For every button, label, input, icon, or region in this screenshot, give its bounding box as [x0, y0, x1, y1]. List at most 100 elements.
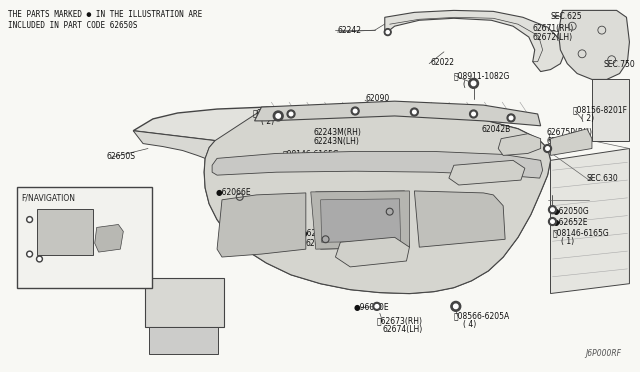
Polygon shape — [133, 107, 550, 294]
Circle shape — [287, 110, 295, 118]
Circle shape — [470, 110, 477, 118]
Circle shape — [546, 147, 549, 150]
Circle shape — [386, 31, 389, 33]
Text: ( 2): ( 2) — [291, 158, 304, 167]
Circle shape — [351, 107, 359, 115]
Polygon shape — [498, 134, 541, 155]
Text: 62674(LH): 62674(LH) — [383, 325, 423, 334]
Text: ( 1): ( 1) — [561, 237, 575, 246]
FancyBboxPatch shape — [149, 327, 218, 354]
Text: F/NAVIGATION: F/NAVIGATION — [22, 194, 76, 203]
Text: Ⓒ08146-6165G: Ⓒ08146-6165G — [253, 108, 309, 117]
Circle shape — [373, 302, 381, 310]
Text: SEC.630: SEC.630 — [586, 174, 618, 183]
Text: Ⓒ08156-8201F: Ⓒ08156-8201F — [572, 105, 627, 114]
Text: ( 2): ( 2) — [262, 117, 275, 126]
Text: 62673MA: 62673MA — [306, 239, 342, 248]
Circle shape — [454, 304, 458, 309]
Polygon shape — [414, 191, 505, 247]
Polygon shape — [449, 160, 525, 185]
Circle shape — [276, 114, 280, 118]
Polygon shape — [335, 237, 410, 267]
Text: SEC.263: SEC.263 — [146, 313, 178, 322]
Text: 62243N(LH): 62243N(LH) — [314, 137, 360, 146]
Circle shape — [550, 220, 554, 223]
Circle shape — [27, 217, 33, 222]
Polygon shape — [592, 80, 629, 141]
Polygon shape — [133, 131, 215, 158]
Polygon shape — [212, 151, 543, 178]
Text: 62242: 62242 — [337, 26, 362, 35]
Text: ●62050G: ●62050G — [552, 207, 589, 216]
Polygon shape — [550, 148, 629, 294]
Polygon shape — [385, 10, 564, 71]
Polygon shape — [559, 10, 629, 80]
Text: F/NAVIGATION: F/NAVIGATION — [22, 192, 76, 201]
Circle shape — [472, 112, 476, 116]
Polygon shape — [204, 107, 550, 294]
Circle shape — [38, 257, 41, 260]
Circle shape — [27, 251, 33, 257]
Text: 626750(LH): 626750(LH) — [547, 137, 592, 146]
Text: ●62020H: ●62020H — [301, 230, 337, 238]
Circle shape — [548, 218, 556, 225]
Text: 62671(RH): 62671(RH) — [532, 24, 574, 33]
Text: THE PARTS MARKED ● IN THE ILLUSTRATION ARE
INCLUDED IN PART CODE 62650S: THE PARTS MARKED ● IN THE ILLUSTRATION A… — [8, 10, 202, 30]
Text: ●62020H: ●62020H — [369, 204, 406, 213]
Text: 62243M(RH): 62243M(RH) — [314, 128, 362, 137]
Text: 62022: 62022 — [430, 58, 454, 67]
Polygon shape — [316, 191, 410, 249]
Text: 62650S: 62650S — [106, 153, 136, 161]
Circle shape — [413, 110, 416, 114]
Text: 62020E: 62020E — [49, 205, 78, 214]
Circle shape — [550, 208, 554, 211]
Text: ●62652E: ●62652E — [552, 218, 588, 227]
Text: SEC.625: SEC.625 — [550, 12, 582, 21]
Text: 62020E: 62020E — [40, 252, 68, 261]
Circle shape — [543, 145, 552, 153]
Text: 62675P(RH): 62675P(RH) — [547, 128, 593, 137]
Polygon shape — [321, 199, 401, 242]
Circle shape — [507, 114, 515, 122]
Circle shape — [468, 78, 479, 88]
Polygon shape — [255, 101, 541, 126]
Text: ( 4): ( 4) — [463, 80, 476, 89]
Text: 62672(LH): 62672(LH) — [532, 33, 573, 42]
Text: ⒤62673(RH): ⒤62673(RH) — [377, 316, 423, 325]
Text: ⒤08566-6205A: ⒤08566-6205A — [454, 311, 510, 320]
Circle shape — [273, 111, 283, 121]
Text: 62042B: 62042B — [481, 125, 511, 134]
Text: ●62066E: ●62066E — [215, 188, 251, 197]
Circle shape — [375, 305, 379, 308]
Text: SEC.750: SEC.750 — [604, 60, 636, 69]
Text: Ⓒ08146-6165G: Ⓒ08146-6165G — [282, 150, 339, 158]
FancyBboxPatch shape — [145, 278, 224, 327]
Polygon shape — [217, 193, 306, 257]
Circle shape — [28, 218, 31, 221]
Text: ( 2): ( 2) — [581, 114, 594, 123]
Text: ●96010E: ●96010E — [353, 304, 389, 312]
Circle shape — [451, 301, 461, 311]
Text: 60243: 60243 — [35, 218, 60, 227]
Circle shape — [289, 112, 293, 116]
Circle shape — [548, 206, 556, 214]
Polygon shape — [550, 129, 592, 155]
Circle shape — [28, 253, 31, 256]
Text: J6P000RF: J6P000RF — [586, 349, 621, 357]
Text: Ⓓ08911-1082G: Ⓓ08911-1082G — [454, 71, 510, 81]
Circle shape — [471, 81, 476, 86]
Polygon shape — [95, 224, 124, 252]
Polygon shape — [311, 191, 410, 249]
Text: ( 4): ( 4) — [463, 320, 476, 329]
FancyBboxPatch shape — [17, 187, 152, 288]
FancyBboxPatch shape — [36, 209, 93, 255]
Circle shape — [384, 29, 391, 36]
Text: 62740: 62740 — [160, 285, 184, 294]
Text: Ⓒ08146-6165G: Ⓒ08146-6165G — [552, 228, 609, 237]
Circle shape — [353, 109, 357, 113]
Circle shape — [36, 256, 42, 262]
Circle shape — [509, 116, 513, 120]
Text: 62256M: 62256M — [35, 261, 67, 270]
Text: 62090: 62090 — [365, 94, 389, 103]
Circle shape — [410, 108, 419, 116]
